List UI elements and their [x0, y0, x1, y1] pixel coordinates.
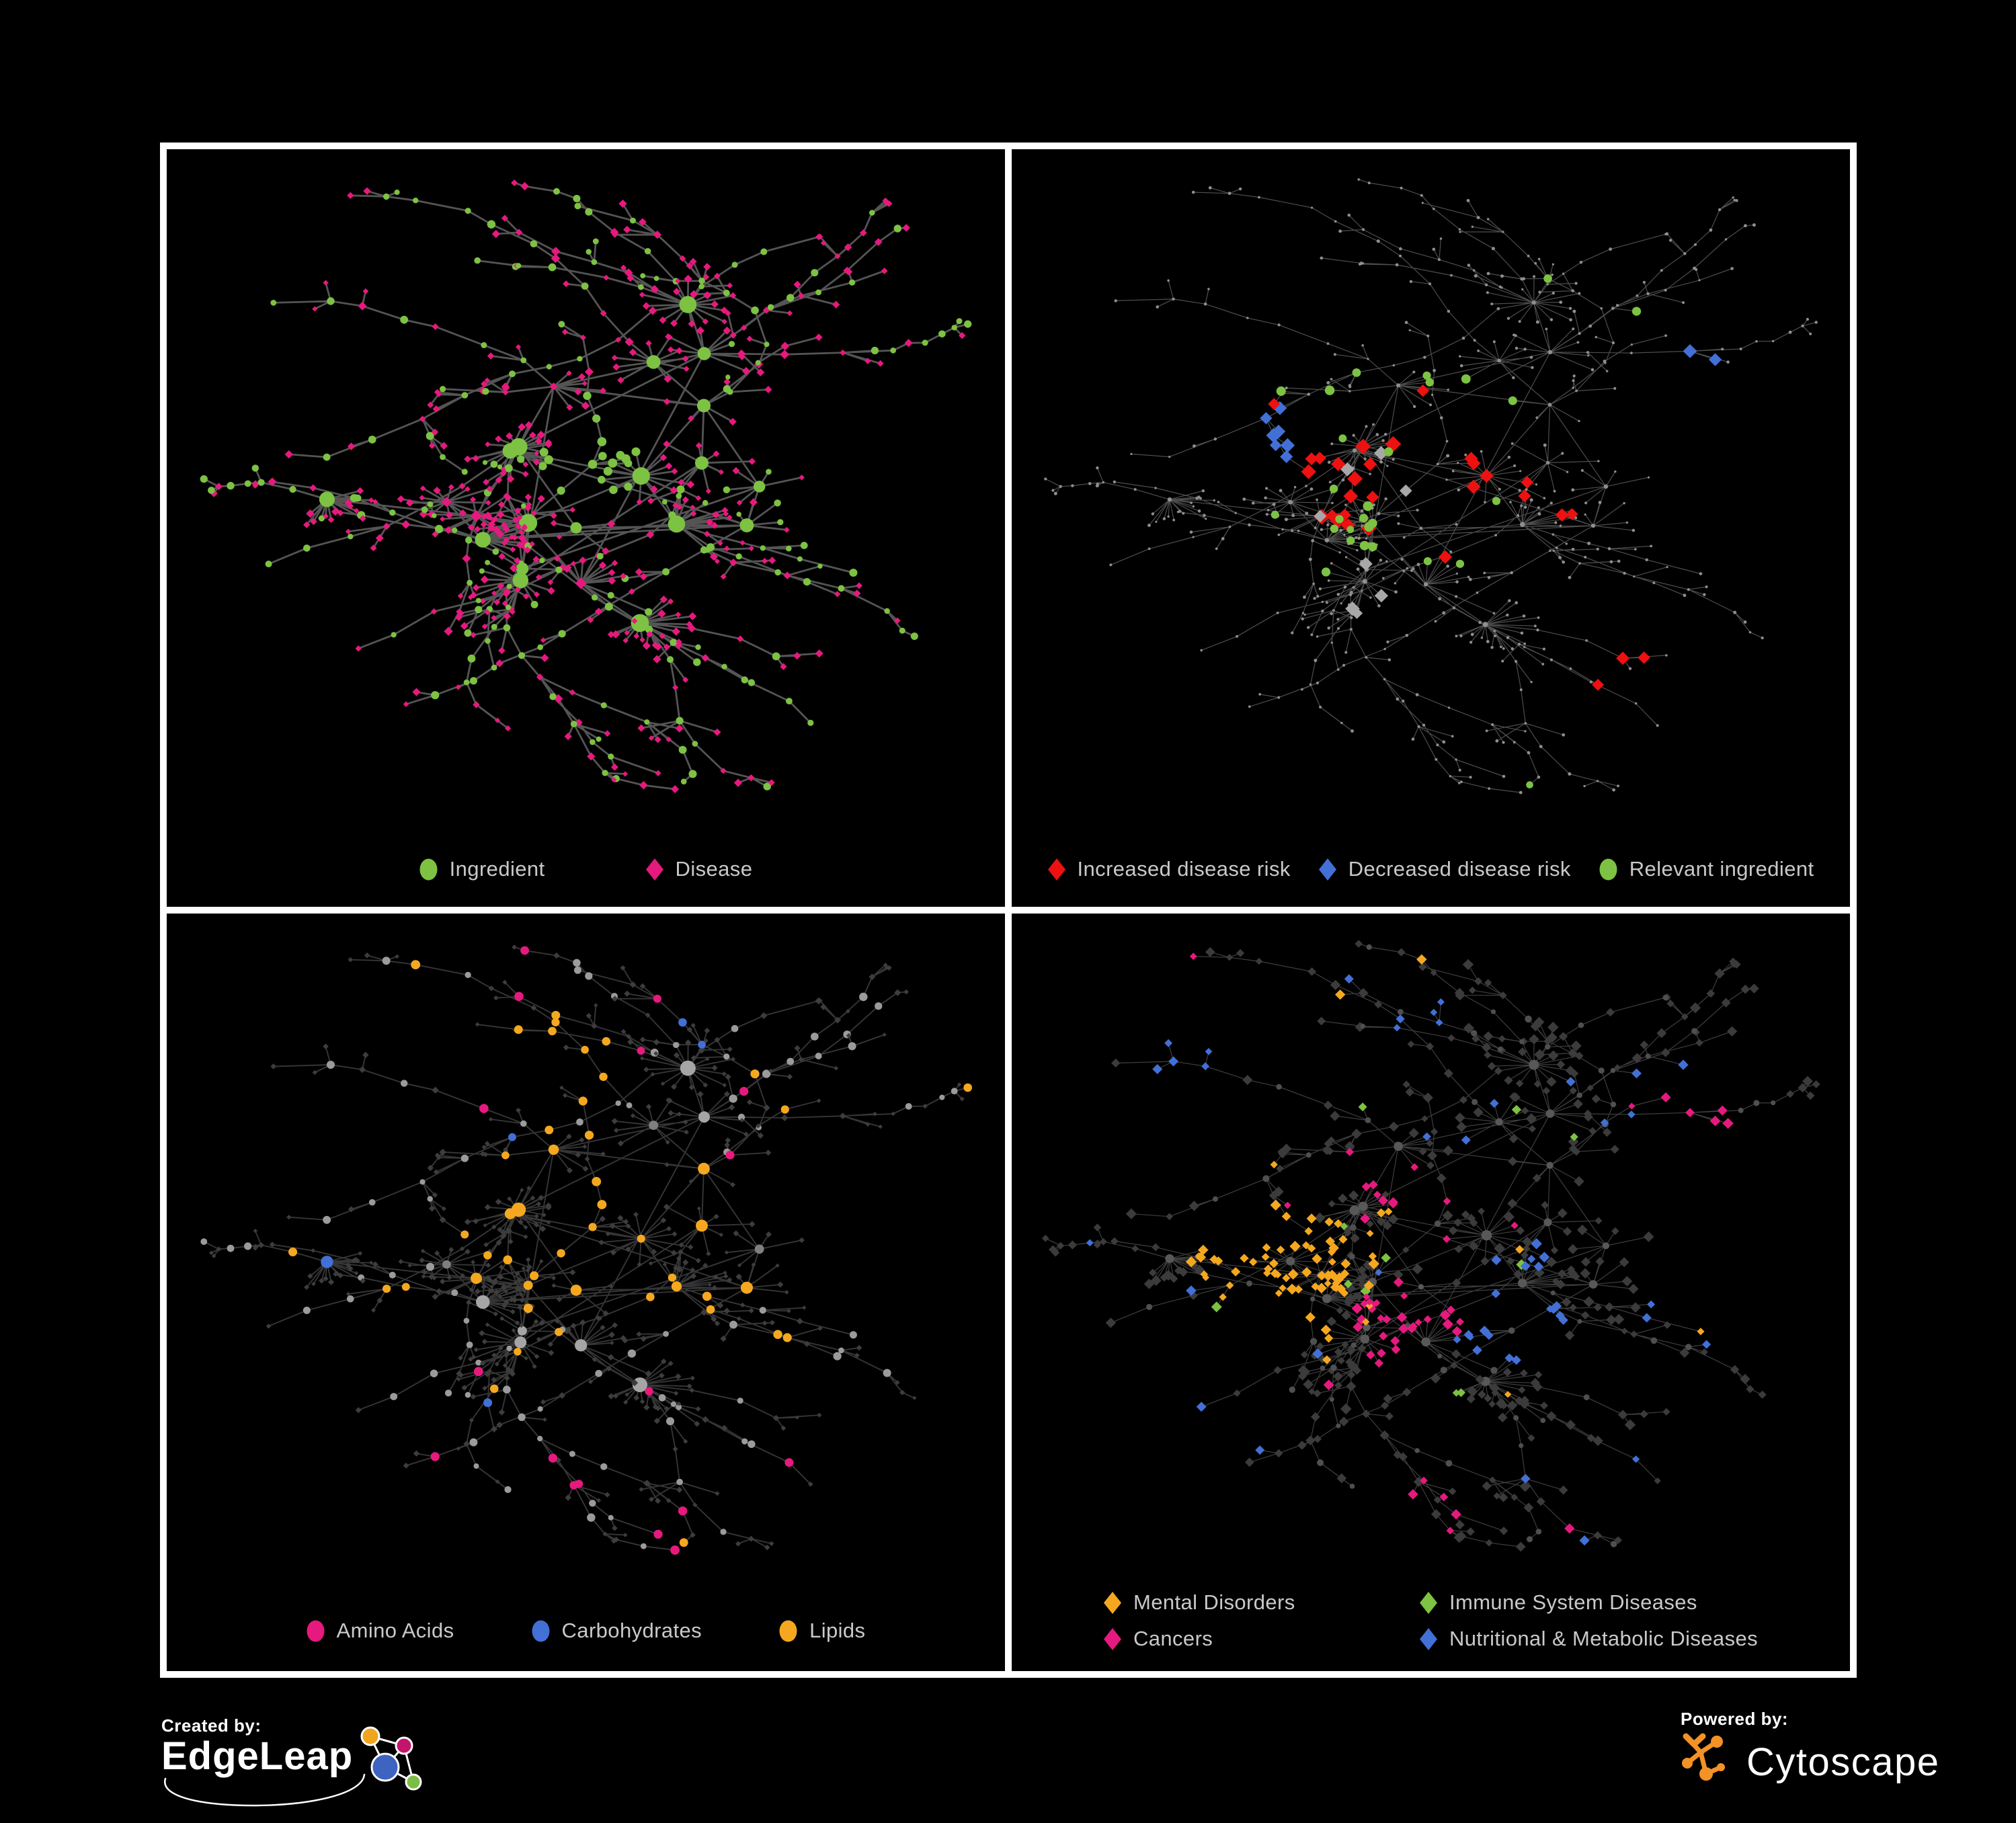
edgeleap-credit: Created by: EdgeLeap — [161, 1715, 578, 1823]
legend-label: Mental Disorders — [1133, 1590, 1295, 1614]
panel-ingredient-disease: Ingredient Disease — [167, 149, 1005, 907]
legend-label: Disease — [675, 857, 753, 881]
legend-label: Increased disease risk — [1077, 857, 1291, 881]
legend-label: Decreased disease risk — [1348, 857, 1571, 881]
cytoscape-logo-icon — [1682, 1733, 1725, 1781]
legend-label: Immune System Diseases — [1449, 1590, 1697, 1614]
legend-label: Relevant ingredient — [1629, 857, 1814, 881]
cytoscape-name: Cytoscape — [1746, 1740, 1940, 1784]
legend-item-disease-classes-0: Mental Disorders — [1103, 1590, 1420, 1615]
network-ingredient-disease — [200, 179, 972, 793]
legend-ingredient-disease: Ingredient Disease — [167, 857, 1005, 881]
cytoscape-credit: Powered by: Cytoscape — [1681, 1709, 1940, 1793]
diamond-icon — [1419, 1627, 1437, 1650]
legend-item-disease-classes-2: Cancers — [1103, 1627, 1420, 1651]
legend-item-disease-risk-2: Relevant ingredient — [1599, 857, 1814, 881]
legend-label: Ingredient — [449, 857, 545, 881]
legend-nutrient-classes: Amino Acids Carbohydrates Lipids — [167, 1619, 1005, 1643]
edgeleap-logo-icon — [360, 1726, 422, 1791]
diamond-icon — [1047, 858, 1065, 881]
legend-disease-classes: Mental Disorders Immune System Diseases Ca… — [1012, 1590, 1850, 1651]
diamond-icon — [645, 858, 663, 881]
circle-icon — [779, 1620, 797, 1642]
diamond-icon — [1318, 858, 1336, 881]
legend-disease-risk: Increased disease risk Decreased disease … — [1012, 857, 1850, 881]
legend-item-nutrient-classes-1: Carbohydrates — [532, 1619, 702, 1643]
legend-item-nutrient-classes-2: Lipids — [779, 1619, 865, 1643]
panel-disease-risk: Increased disease risk Decreased disease … — [1012, 149, 1850, 907]
legend-label: Carbohydrates — [561, 1619, 702, 1642]
circle-icon — [532, 1620, 550, 1642]
legend-item-disease-risk-1: Decreased disease risk — [1318, 857, 1571, 881]
legend-item-ingredient-disease-1: Disease — [645, 857, 753, 881]
network-disease-risk — [1044, 178, 1818, 795]
circle-icon — [307, 1620, 325, 1642]
diamond-icon — [1419, 1591, 1437, 1614]
diamond-icon — [1103, 1627, 1121, 1650]
powered-by-label: Powered by: — [1681, 1709, 1789, 1729]
legend-item-disease-classes-1: Immune System Diseases — [1419, 1590, 1758, 1615]
legend-label: Cancers — [1133, 1627, 1213, 1650]
legend-item-ingredient-disease-0: Ingredient — [419, 857, 545, 881]
legend-item-nutrient-classes-0: Amino Acids — [307, 1619, 454, 1643]
edgeleap-name: EdgeLeap — [161, 1734, 354, 1778]
circle-icon — [1599, 858, 1617, 881]
legend-label: Amino Acids — [336, 1619, 454, 1642]
legend-item-disease-risk-0: Increased disease risk — [1047, 857, 1291, 881]
panel-grid: Ingredient Disease Increased disease risk… — [160, 143, 1857, 1678]
diamond-icon — [1103, 1591, 1121, 1614]
network-nutrient-classes — [200, 944, 973, 1555]
panel-nutrient-classes: Amino Acids Carbohydrates Lipids — [167, 914, 1005, 1671]
circle-icon — [419, 858, 438, 881]
legend-label: Lipids — [809, 1619, 866, 1642]
network-disease-classes — [1041, 940, 1820, 1552]
legend-label: Nutritional & Metabolic Diseases — [1449, 1627, 1759, 1650]
created-by-label: Created by: — [161, 1715, 261, 1736]
legend-item-disease-classes-3: Nutritional & Metabolic Diseases — [1419, 1627, 1759, 1651]
panel-disease-classes: Mental Disorders Immune System Diseases Ca… — [1012, 914, 1850, 1671]
